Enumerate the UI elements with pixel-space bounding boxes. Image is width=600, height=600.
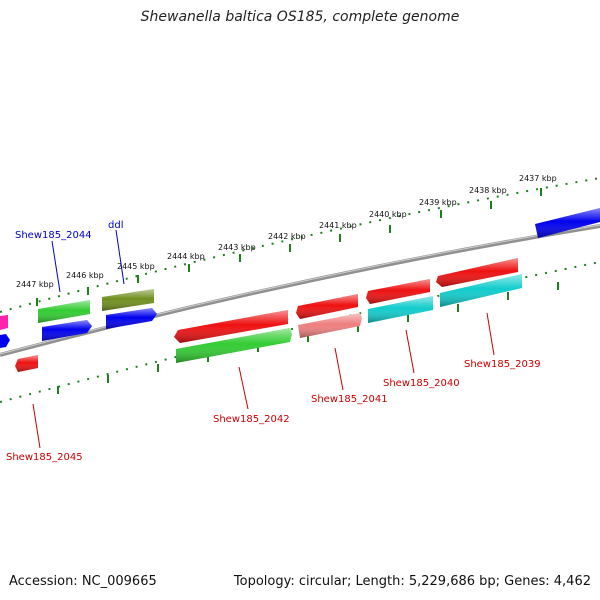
gene-arrow-right-edge-blue[interactable] [535,208,600,238]
kbp-label-2438: 2438 kbp [469,186,507,195]
kbp-labels: 2437 kbp 2438 kbp 2439 kbp 2440 kbp 2441… [16,174,557,289]
kbp-label-2445: 2445 kbp [117,262,155,271]
kbp-label-2443: 2443 kbp [218,243,256,252]
gene-arrow-shew185-2040-red[interactable] [366,279,430,304]
label-leader-lines [32,229,495,449]
gene-arrow-shew185-2044-blue[interactable] [42,320,92,341]
gene-arrow-shew185-2041-pink[interactable] [298,313,362,338]
inner-ruler-major-ticks [57,282,559,394]
kbp-label-2440: 2440 kbp [369,210,407,219]
leader-shew185-2044 [51,240,61,293]
gene-arrow-ddl-olive[interactable] [102,289,154,311]
gene-arrow-left-edge-magenta[interactable] [0,315,8,330]
gene-arrow-ddl-blue[interactable] [106,308,157,329]
kbp-label-2442: 2442 kbp [268,232,306,241]
leader-shew185-2042 [238,366,249,410]
gene-label-ddl[interactable]: ddl [108,220,123,231]
map-title: Shewanella baltica OS185, complete genom… [140,9,460,25]
gene-arrow-shew185-2044-green[interactable] [38,300,90,323]
kbp-label-2447: 2447 kbp [16,280,54,289]
leader-shew185-2041 [334,347,344,391]
gene-arrow-shew185-2039-red[interactable] [436,258,518,287]
gene-label-shew185-2039[interactable]: Shew185_2039 [464,359,541,370]
leader-ddl [115,229,125,285]
accession-text: Accession: NC_009665 [9,574,157,589]
gene-label-shew185-2041[interactable]: Shew185_2041 [311,394,388,405]
gene-arrow-shew185-2042-red[interactable] [174,310,288,343]
leader-shew185-2040 [405,329,415,374]
outer-ruler-major-ticks [36,188,542,306]
gene-label-shew185-2045[interactable]: Shew185_2045 [6,452,83,463]
gene-label-shew185-2040[interactable]: Shew185_2040 [383,378,460,389]
genome-summary-text: Topology: circular; Length: 5,229,686 bp… [233,574,591,589]
reverse-strand-genes [0,274,522,372]
gene-labels: Shew185_2044 ddl Shew185_2039 Shew185_20… [6,220,541,463]
outer-ruler-track [0,177,600,313]
gene-label-shew185-2042[interactable]: Shew185_2042 [213,414,290,425]
gene-arrow-shew185-2045-red[interactable] [15,355,38,372]
gene-arrow-left-edge-blue[interactable] [0,334,10,348]
gene-arrow-shew185-2042-green[interactable] [176,328,292,363]
gene-arrow-shew185-2039-cyan[interactable] [440,274,522,307]
gene-arrow-shew185-2041-red[interactable] [296,294,358,319]
forward-strand-genes [0,208,600,343]
kbp-label-2444: 2444 kbp [167,252,205,261]
kbp-label-2441: 2441 kbp [319,221,357,230]
leader-shew185-2039 [486,312,495,356]
leader-shew185-2045 [32,403,41,449]
gene-label-shew185-2044[interactable]: Shew185_2044 [15,230,92,241]
gene-arrow-shew185-2040-cyan[interactable] [368,296,433,323]
kbp-label-2446: 2446 kbp [66,271,104,280]
kbp-label-2439: 2439 kbp [419,198,457,207]
kbp-label-2437: 2437 kbp [519,174,557,183]
